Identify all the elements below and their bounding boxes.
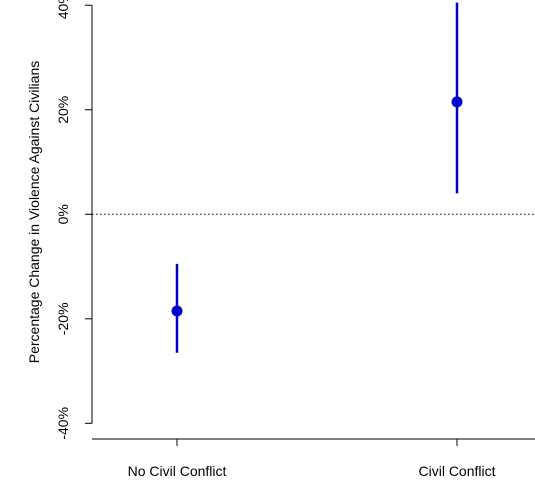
x-tick-label: No Civil Conflict (128, 463, 227, 479)
data-marks (171, 2, 463, 353)
point-estimate (451, 96, 463, 108)
point-estimate (171, 305, 183, 317)
y-axis: -40% -20% 0% 20% 40% (55, 0, 93, 440)
y-tick-label: 20% (55, 96, 71, 124)
x-axis: No Civil Conflict Civil Conflict (92, 438, 535, 479)
y-tick-label: -20% (55, 302, 71, 335)
y-tick-label: 40% (55, 0, 71, 19)
x-tick-label: Civil Conflict (418, 463, 495, 479)
y-tick-label: -40% (55, 407, 71, 440)
y-axis-title: Percentage Change in Violence Against Ci… (26, 61, 42, 364)
y-tick-label: 0% (55, 204, 71, 224)
